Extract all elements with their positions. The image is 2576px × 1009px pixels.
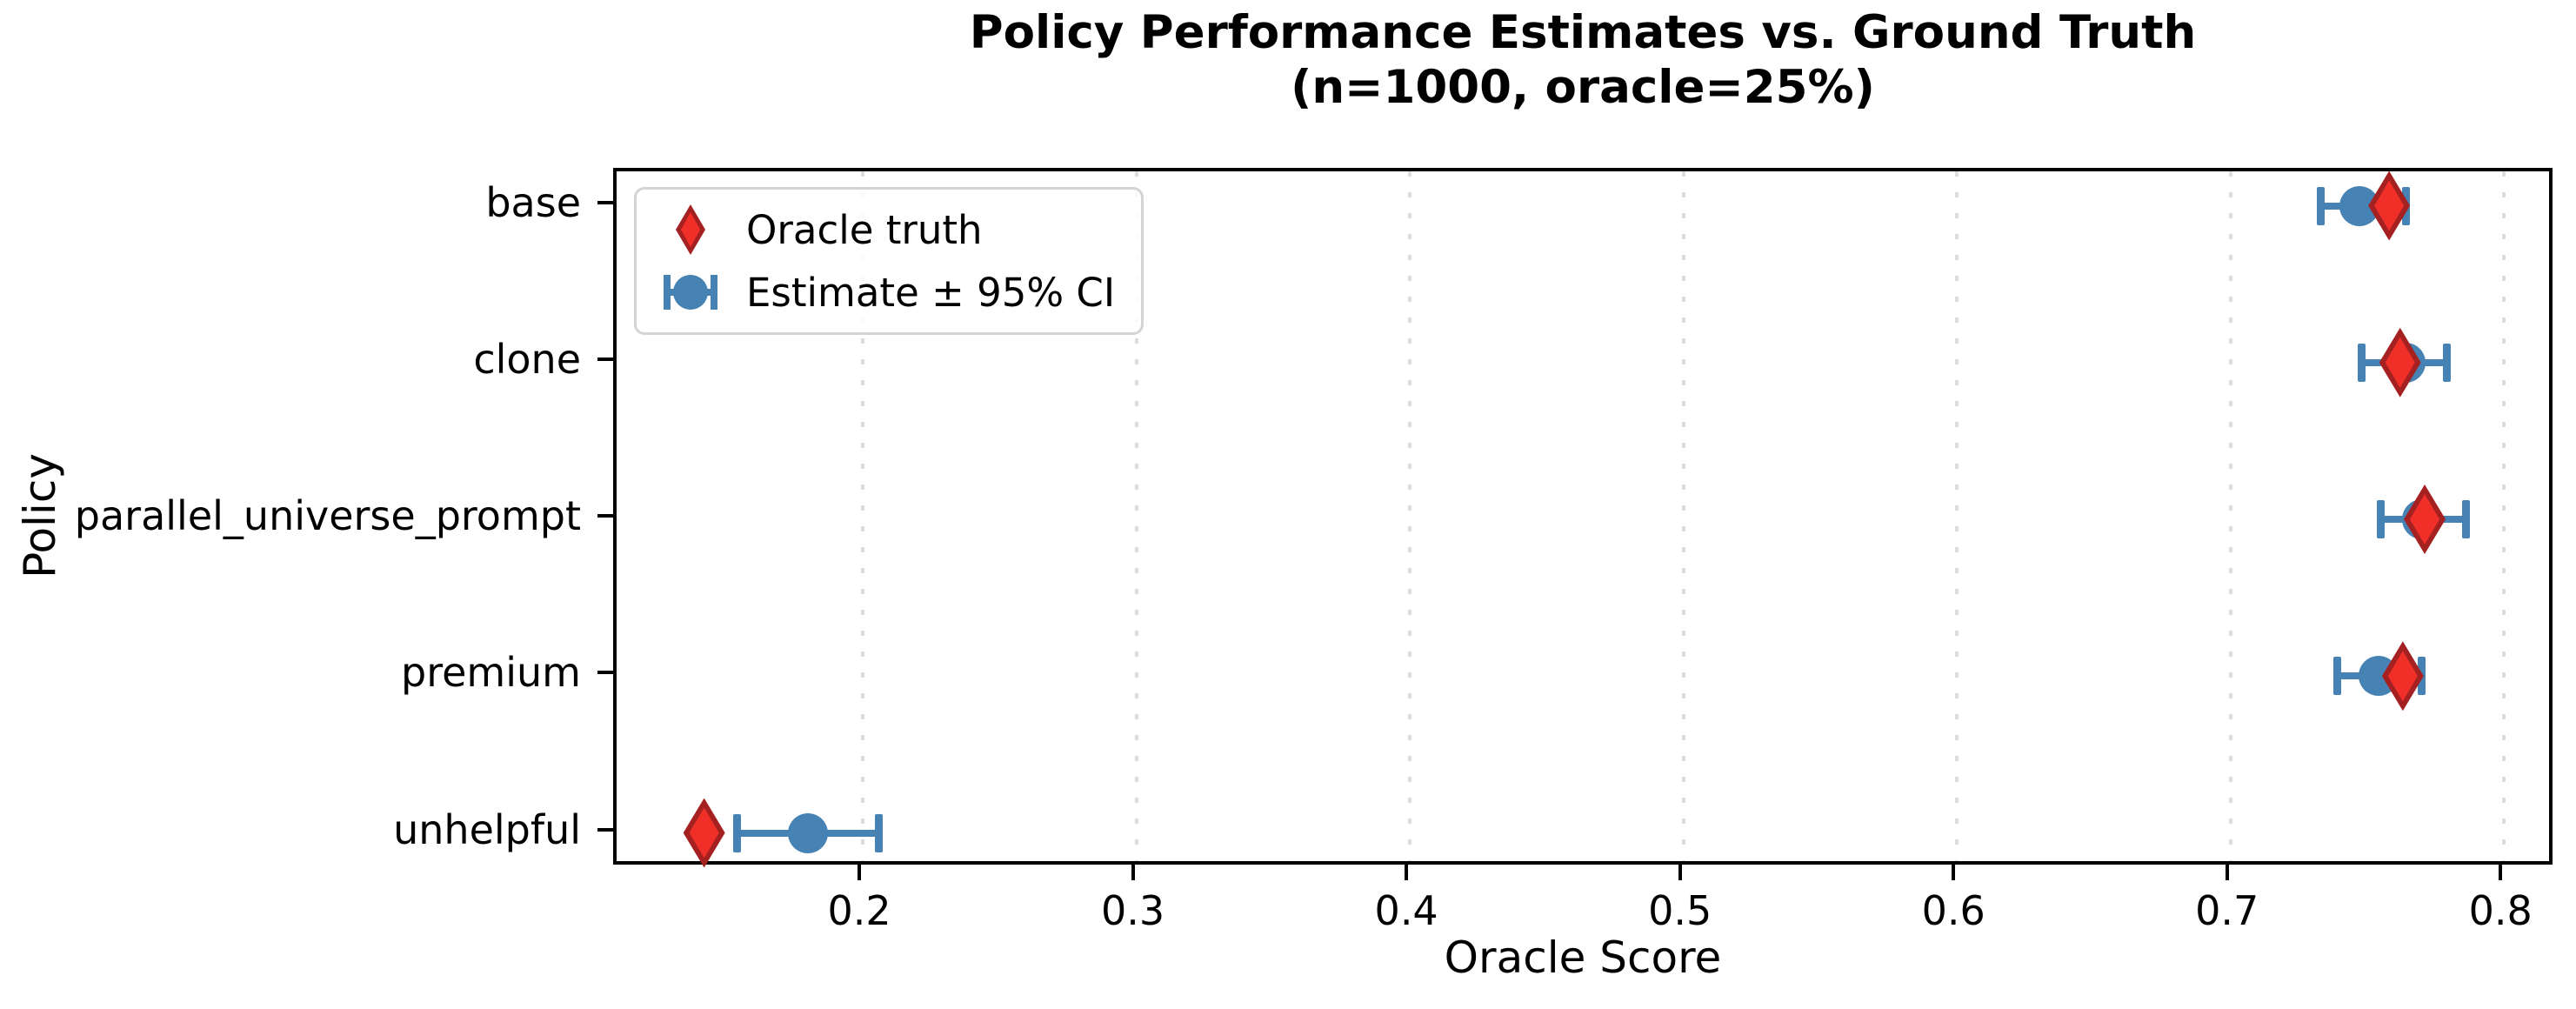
x-tick-label: 0.7 bbox=[2195, 887, 2259, 934]
y-tick-label: parallel_universe_prompt bbox=[74, 492, 581, 539]
gridline bbox=[2228, 171, 2232, 861]
oracle-marker bbox=[683, 798, 725, 868]
chart-title-line1: Policy Performance Estimates vs. Ground … bbox=[969, 6, 2197, 59]
error-bar-cap-high bbox=[2442, 343, 2451, 382]
error-bar-cap-low bbox=[2377, 500, 2386, 538]
y-tick-label: base bbox=[485, 178, 581, 226]
error-bar-cap-low bbox=[2332, 657, 2341, 696]
y-tick-label: unhelpful bbox=[393, 805, 581, 853]
y-tick bbox=[597, 357, 613, 361]
error-bar-cap-low bbox=[2317, 186, 2325, 225]
x-tick-label: 0.8 bbox=[2468, 887, 2533, 934]
oracle-truth-diamond-icon bbox=[654, 204, 727, 255]
legend-entry-estimate: Estimate ± 95% CI bbox=[654, 264, 1115, 320]
oracle-marker-fill bbox=[2374, 180, 2405, 231]
y-tick bbox=[597, 827, 613, 832]
error-bar-cap-high bbox=[2461, 500, 2470, 538]
x-tick-label: 0.6 bbox=[1921, 887, 1985, 934]
x-tick bbox=[2499, 865, 2503, 880]
y-tick bbox=[597, 200, 613, 204]
legend-label-estimate: Estimate ± 95% CI bbox=[746, 269, 1116, 316]
estimate-errorbar-icon bbox=[654, 272, 727, 312]
x-axis-title: Oracle Score bbox=[1444, 932, 1722, 983]
chart-title: Policy Performance Estimates vs. Ground … bbox=[613, 5, 2553, 115]
legend-label-oracle-truth: Oracle truth bbox=[746, 206, 983, 253]
x-tick-label: 0.3 bbox=[1101, 887, 1165, 934]
plot-area: Oracle truth Estimate ± 95% CI bbox=[613, 168, 2553, 868]
oracle-marker-fill bbox=[2410, 494, 2440, 545]
oracle-marker-fill bbox=[2385, 337, 2415, 388]
x-tick-label: 0.4 bbox=[1374, 887, 1438, 934]
error-bar-cap-high bbox=[875, 813, 884, 852]
oracle-marker bbox=[2379, 327, 2421, 398]
oracle-marker bbox=[2368, 170, 2411, 241]
x-tick bbox=[1131, 865, 1135, 880]
legend-entry-oracle-truth: Oracle truth bbox=[654, 202, 1115, 257]
y-tick bbox=[597, 514, 613, 518]
x-tick bbox=[1405, 865, 1409, 880]
gridline bbox=[1134, 171, 1138, 861]
chart-title-line2: (n=1000, oracle=25%) bbox=[1291, 61, 1875, 114]
x-tick bbox=[2225, 865, 2229, 880]
gridline bbox=[1681, 171, 1685, 861]
gridline bbox=[1955, 171, 1959, 861]
gridline bbox=[861, 171, 865, 861]
x-tick bbox=[1952, 865, 1956, 880]
x-tick-label: 0.2 bbox=[827, 887, 891, 934]
oracle-marker-fill bbox=[2387, 651, 2418, 702]
estimate-marker bbox=[788, 812, 829, 853]
error-bar-cap-low bbox=[2358, 343, 2366, 382]
gridline bbox=[1408, 171, 1412, 861]
oracle-marker bbox=[2404, 484, 2446, 554]
y-tick-label: clone bbox=[473, 335, 581, 383]
gridline bbox=[2502, 171, 2506, 861]
x-tick bbox=[1678, 865, 1682, 880]
legend: Oracle truth Estimate ± 95% CI bbox=[634, 187, 1145, 335]
x-tick bbox=[858, 865, 862, 880]
y-tick-label: premium bbox=[401, 649, 581, 697]
oracle-marker bbox=[2381, 641, 2424, 712]
y-tick bbox=[597, 671, 613, 675]
error-bar-cap-low bbox=[732, 813, 741, 852]
oracle-marker-fill bbox=[689, 807, 719, 859]
x-tick-label: 0.5 bbox=[1648, 887, 1712, 934]
